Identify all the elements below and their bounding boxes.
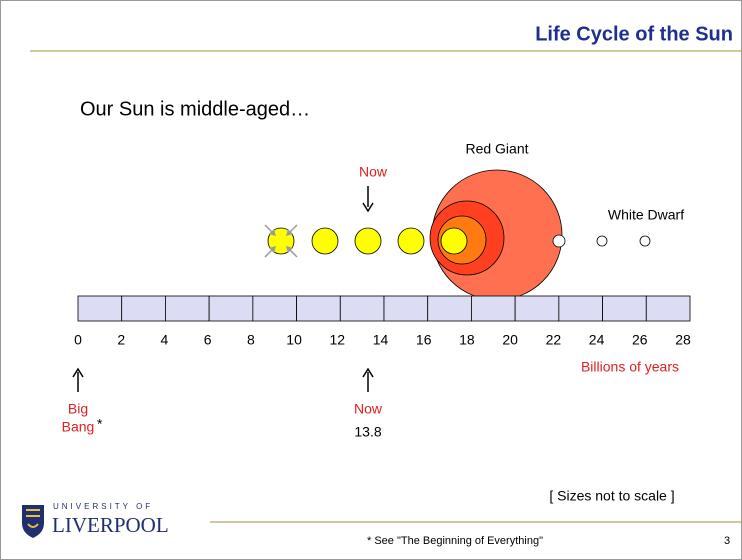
timeline-tick-label: 20: [502, 332, 518, 348]
red-giant-label: Red Giant: [465, 141, 528, 157]
logo-line1: UNIVERSITY OF: [53, 502, 153, 511]
timeline-tick-label: 12: [329, 332, 345, 348]
timeline-tick-label: 8: [247, 332, 255, 348]
page-number: 3: [724, 535, 730, 547]
timeline-tick-label: 10: [286, 332, 302, 348]
big-bang-line: Big: [68, 401, 88, 417]
timeline-segment: [296, 295, 341, 322]
timeline-tick-label: 4: [161, 332, 169, 348]
now-top-label: Now: [359, 164, 388, 180]
timeline-tick-label: 18: [459, 332, 475, 348]
logo-line2: LIVERPOOL: [52, 513, 169, 537]
timeline-segment: [427, 295, 472, 322]
white-dwarf-label: White Dwarf: [608, 207, 684, 223]
footnote: * See "The Beginning of Everything": [367, 535, 543, 547]
timeline-tick-label: 26: [632, 332, 648, 348]
timeline-segment: [645, 295, 691, 322]
timeline-tick-label: 2: [117, 332, 125, 348]
sun: [311, 227, 339, 255]
timeline-tick-label: 14: [373, 332, 389, 348]
timeline: 0 2 4 6 8 10 12 14 16 18 20 22 24 26 28: [74, 295, 691, 348]
sun: [354, 227, 382, 255]
sun: [397, 227, 425, 255]
timeline-segment: [383, 295, 429, 322]
big-bang-line: Bang: [62, 419, 95, 435]
white-dwarfs: [552, 234, 651, 248]
timeline-tick-label: 22: [546, 332, 562, 348]
now-label: Now: [354, 401, 383, 417]
sun: [440, 227, 468, 255]
up-arrows: [72, 367, 374, 392]
white-dwarf: [596, 235, 608, 247]
timeline-tick-label: 16: [416, 332, 432, 348]
timeline-segment: [602, 295, 647, 322]
asterisk: *: [97, 416, 103, 432]
white-dwarf: [552, 234, 566, 248]
collapse-arrows: [264, 224, 298, 258]
timeline-segment: [252, 295, 297, 322]
now-down-arrow: [362, 186, 374, 213]
scale-note: [ Sizes not to scale ]: [549, 488, 674, 504]
timeline-segment: [77, 295, 123, 322]
timeline-tick-label: 24: [589, 332, 605, 348]
timeline-segment: [558, 295, 603, 322]
timeline-tick-label: 28: [675, 332, 691, 348]
slide-title: Life Cycle of the Sun: [535, 23, 733, 45]
timeline-tick-label: 0: [74, 332, 82, 348]
timeline-segment: [208, 295, 254, 322]
timeline-segment: [339, 295, 385, 322]
logo-shield: [22, 505, 44, 538]
timeline-segment: [514, 295, 560, 322]
timeline-segment: [165, 295, 210, 322]
timeline-tick-label: 6: [204, 332, 212, 348]
intro-text: Our Sun is middle-aged…: [80, 98, 310, 120]
now-value: 13.8: [354, 424, 381, 440]
timeline-segment: [121, 295, 166, 322]
university-logo: UNIVERSITY OF LIVERPOOL: [22, 502, 169, 538]
white-dwarf: [639, 235, 651, 247]
unit-label: Billions of years: [581, 359, 679, 375]
timeline-segment: [471, 295, 516, 322]
